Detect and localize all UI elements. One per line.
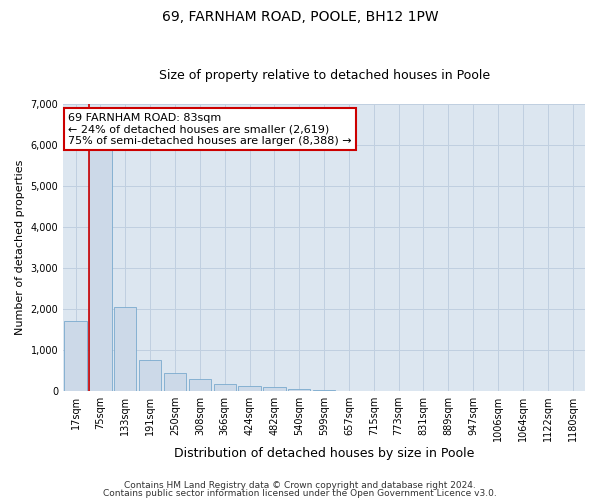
Text: Contains public sector information licensed under the Open Government Licence v3: Contains public sector information licen… xyxy=(103,488,497,498)
Text: 69 FARNHAM ROAD: 83sqm
← 24% of detached houses are smaller (2,619)
75% of semi-: 69 FARNHAM ROAD: 83sqm ← 24% of detached… xyxy=(68,112,352,146)
Bar xyxy=(89,124,112,391)
Bar xyxy=(288,388,310,391)
Bar xyxy=(139,360,161,391)
Bar xyxy=(164,374,186,391)
Text: 69, FARNHAM ROAD, POOLE, BH12 1PW: 69, FARNHAM ROAD, POOLE, BH12 1PW xyxy=(161,10,439,24)
Bar xyxy=(263,387,286,391)
Text: Contains HM Land Registry data © Crown copyright and database right 2024.: Contains HM Land Registry data © Crown c… xyxy=(124,481,476,490)
Y-axis label: Number of detached properties: Number of detached properties xyxy=(15,160,25,335)
Bar xyxy=(188,379,211,391)
Bar xyxy=(114,307,136,391)
X-axis label: Distribution of detached houses by size in Poole: Distribution of detached houses by size … xyxy=(174,447,474,460)
Bar xyxy=(214,384,236,391)
Bar xyxy=(64,322,87,391)
Bar xyxy=(313,390,335,391)
Title: Size of property relative to detached houses in Poole: Size of property relative to detached ho… xyxy=(158,69,490,82)
Bar xyxy=(238,386,261,391)
